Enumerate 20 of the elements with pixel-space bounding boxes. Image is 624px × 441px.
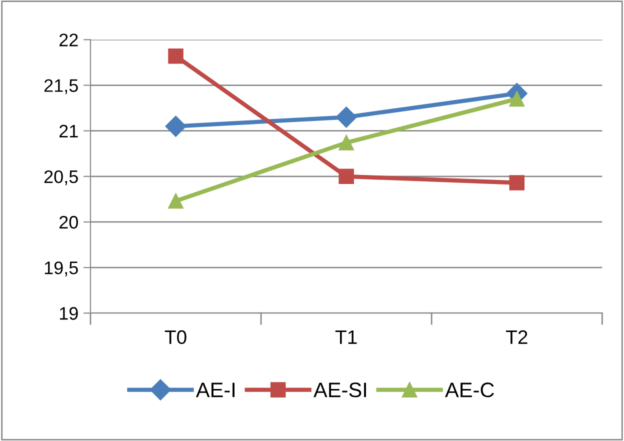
point xyxy=(165,116,186,137)
legend-label: AE-C xyxy=(445,382,494,398)
y-tick-label: 21 xyxy=(60,124,78,138)
x-tick-label: T0 xyxy=(164,330,186,344)
point xyxy=(509,175,525,190)
y-tick-label: 22 xyxy=(60,34,78,46)
y-tick-label: 19 xyxy=(60,307,78,320)
point xyxy=(168,48,184,64)
point xyxy=(338,135,354,150)
legend-label: AE-I xyxy=(196,382,234,398)
y-tick-label: 20 xyxy=(60,216,78,229)
x-tick-label: T1 xyxy=(335,330,357,344)
y-tick-label: 20,5 xyxy=(44,170,78,186)
point xyxy=(168,193,184,209)
y-tick-label: 19,5 xyxy=(44,261,78,276)
y-tick-label: 21,5 xyxy=(44,79,78,94)
point xyxy=(336,106,357,128)
point xyxy=(338,168,354,184)
legend-label: AE-SI xyxy=(314,382,366,398)
x-tick-label: T2 xyxy=(506,330,528,344)
